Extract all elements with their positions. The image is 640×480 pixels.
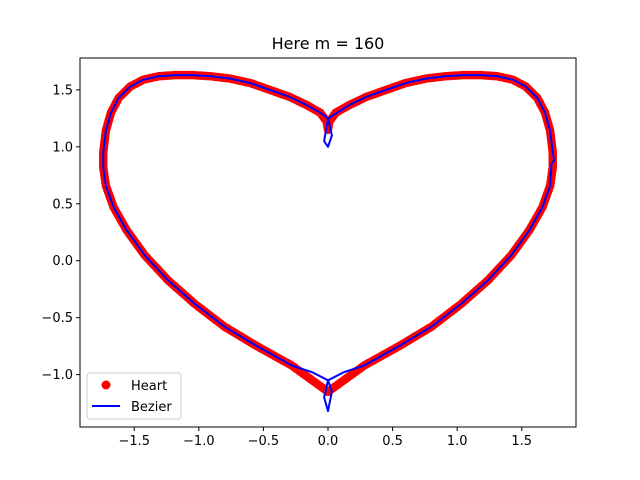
plot-area — [79, 57, 577, 428]
legend-marker-heart — [101, 380, 111, 390]
y-tick-label: 0.5 — [52, 197, 73, 212]
legend-label-heart: Heart — [131, 379, 167, 394]
x-tick-label: 1.5 — [511, 434, 532, 449]
x-tick-label: −1.0 — [183, 434, 215, 449]
x-tick-label: −0.5 — [248, 434, 280, 449]
legend: Heart Bezier — [86, 372, 182, 420]
x-tick-label: 0.0 — [318, 434, 339, 449]
series-layer — [98, 70, 558, 413]
y-axis: −1.0 −0.5 0.0 0.5 1.0 1.5 — [41, 83, 80, 383]
chart-title: Here m = 160 — [272, 34, 385, 53]
y-tick-label: −1.0 — [41, 368, 73, 383]
y-tick-label: 1.0 — [52, 140, 73, 155]
legend-label-bezier: Bezier — [131, 400, 172, 415]
x-tick-label: 0.5 — [382, 434, 403, 449]
x-tick-label: 1.0 — [447, 434, 468, 449]
bezier-line — [102, 74, 556, 413]
x-axis: −1.5 −1.0 −0.5 0.0 0.5 1.0 1.5 — [118, 427, 532, 449]
legend-box — [86, 372, 182, 420]
y-tick-label: 0.0 — [52, 254, 73, 269]
x-tick-label: −1.5 — [118, 434, 150, 449]
y-tick-label: −0.5 — [41, 311, 73, 326]
y-tick-label: 1.5 — [52, 83, 73, 98]
